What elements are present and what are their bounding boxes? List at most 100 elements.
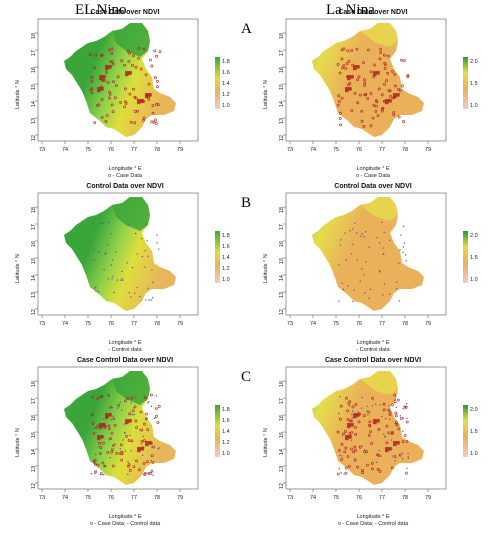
y-tick-label: 18 xyxy=(31,33,37,39)
x-tick-label: 77 xyxy=(131,147,137,153)
map-panel-4: Control Data over NDVI Latitude ° N 73 74 75… xyxy=(263,183,480,355)
map-plot: 73 74 75 76 77 78 79 12 13 14 15 16 17 18 1.8 1.6 1.4 1.2… xyxy=(31,366,230,501)
legend-tick-label: 1.0 xyxy=(222,451,230,457)
y-tick-label: 12 xyxy=(279,135,285,141)
panel-subtitle: o - Case Data xyxy=(108,173,142,179)
legend-tick-label: 1.2 xyxy=(222,266,230,272)
y-axis-label: Latitude ° N xyxy=(263,428,269,457)
y-tick-label: 13 xyxy=(31,292,37,298)
x-axis-label: Longitude ° E xyxy=(356,340,390,346)
x-axis-label: Longitude ° E xyxy=(356,166,390,172)
legend-tick-label: 1.6 xyxy=(222,418,230,424)
panel-title: Case Data over NDVI xyxy=(338,9,408,16)
y-tick-label: 12 xyxy=(31,483,37,489)
y-tick-label: 16 xyxy=(31,241,37,247)
column-header-el-nino: EL Nino xyxy=(75,2,127,18)
x-tick-label: 79 xyxy=(425,495,431,501)
x-tick-label: 78 xyxy=(402,495,408,501)
legend-tick-label: 1.5 xyxy=(470,81,478,87)
x-tick-label: 73 xyxy=(287,495,293,501)
control-data-points xyxy=(92,221,160,301)
x-tick-label: 74 xyxy=(310,147,316,153)
x-tick-label: 73 xyxy=(39,321,45,327)
x-tick-label: 75 xyxy=(333,147,339,153)
y-tick-label: 14 xyxy=(31,101,37,107)
x-tick-label: 74 xyxy=(62,321,68,327)
x-tick-label: 73 xyxy=(39,495,45,501)
legend-tick-label: 1.2 xyxy=(222,440,230,446)
y-tick-label: 15 xyxy=(31,258,37,264)
legend-tick-label: 1.0 xyxy=(470,103,478,109)
y-tick-label: 17 xyxy=(31,398,37,404)
x-tick-label: 78 xyxy=(154,147,160,153)
x-tick-label: 74 xyxy=(310,321,316,327)
map-plot: 73 74 75 76 77 78 79 12 13 14 15 16 17 18 1.8 1.6 1.4 1.2… xyxy=(31,192,230,327)
legend-tick-label: 1.5 xyxy=(470,429,478,435)
panel-title: Case Control Data over NDVI xyxy=(324,357,422,364)
map-plot: 73 74 75 76 77 78 79 12 13 14 15 16 17 18 2.0 1.5 1.0 xyxy=(279,366,478,501)
x-axis-label: Longitude ° E xyxy=(108,166,142,172)
x-axis-label: Longitude ° E xyxy=(108,340,142,346)
x-axis-label: Longitude ° E xyxy=(356,514,390,520)
panel-subtitle: o - Case Data xyxy=(356,173,390,179)
x-tick-label: 75 xyxy=(333,495,339,501)
legend-tick-label: 1.0 xyxy=(470,451,478,457)
row-label-c: C xyxy=(241,369,252,385)
y-tick-label: 15 xyxy=(279,258,285,264)
x-tick-label: 73 xyxy=(287,321,293,327)
control-data-points xyxy=(338,396,409,475)
x-tick-label: 75 xyxy=(85,147,91,153)
legend-tick-label: 1.8 xyxy=(222,233,230,239)
y-tick-label: 13 xyxy=(279,118,285,124)
case-data-points xyxy=(88,46,162,125)
panel-title: Control Data over NDVI xyxy=(334,183,412,190)
x-tick-label: 77 xyxy=(131,495,137,501)
y-tick-label: 14 xyxy=(279,101,285,107)
x-tick-label: 73 xyxy=(287,147,293,153)
legend-tick-label: 1.4 xyxy=(222,429,230,435)
y-tick-label: 17 xyxy=(31,224,37,230)
x-axis-label: Longitude ° E xyxy=(108,514,142,520)
map-panel-2: Case Data over NDVI Latitude ° N 73 74 75 76 7… xyxy=(263,9,480,181)
legend-tick-label: 1.0 xyxy=(222,277,230,283)
legend-color-bar xyxy=(215,405,220,457)
karnataka-map-region xyxy=(64,197,176,311)
x-tick-label: 74 xyxy=(62,147,68,153)
legend-tick-label: 2.0 xyxy=(470,233,478,239)
y-tick-label: 14 xyxy=(279,275,285,281)
y-tick-label: 14 xyxy=(279,449,285,455)
x-tick-label: 79 xyxy=(177,147,183,153)
y-tick-label: 12 xyxy=(279,309,285,315)
x-tick-label: 76 xyxy=(108,147,114,153)
panel-title: Case Data over NDVI xyxy=(90,9,160,16)
panel-subtitle: - Control data xyxy=(108,347,142,353)
legend-tick-label: 1.0 xyxy=(222,103,230,109)
y-tick-label: 16 xyxy=(279,241,285,247)
map-plot: 73 74 75 76 77 78 79 12 13 14 15 16 17 18 1.8 1.6 1.4 1.2… xyxy=(31,18,230,153)
x-tick-label: 75 xyxy=(85,495,91,501)
legend-tick-label: 1.2 xyxy=(222,92,230,98)
y-tick-label: 15 xyxy=(279,84,285,90)
x-tick-label: 78 xyxy=(154,495,160,501)
x-tick-label: 79 xyxy=(177,495,183,501)
map-panel-6: Case Control Data over NDVI Latitude ° N 7… xyxy=(263,357,480,529)
y-tick-label: 18 xyxy=(31,207,37,213)
y-tick-label: 12 xyxy=(31,135,37,141)
legend-color-bar xyxy=(463,405,468,457)
x-tick-label: 79 xyxy=(425,147,431,153)
y-tick-label: 15 xyxy=(31,84,37,90)
x-tick-label: 74 xyxy=(310,495,316,501)
x-tick-label: 76 xyxy=(108,495,114,501)
legend-tick-label: 1.8 xyxy=(222,407,230,413)
y-tick-label: 12 xyxy=(31,309,37,315)
legend-color-bar xyxy=(463,231,468,283)
row-label-a: A xyxy=(241,21,252,37)
legend-tick-label: 1.8 xyxy=(222,59,230,65)
y-tick-label: 18 xyxy=(279,33,285,39)
y-tick-label: 17 xyxy=(279,50,285,56)
panel-title: Control Data over NDVI xyxy=(86,183,164,190)
case-data-points xyxy=(90,393,161,476)
x-tick-label: 76 xyxy=(356,321,362,327)
x-tick-label: 73 xyxy=(39,147,45,153)
panel-subtitle: - Control data xyxy=(356,347,390,353)
